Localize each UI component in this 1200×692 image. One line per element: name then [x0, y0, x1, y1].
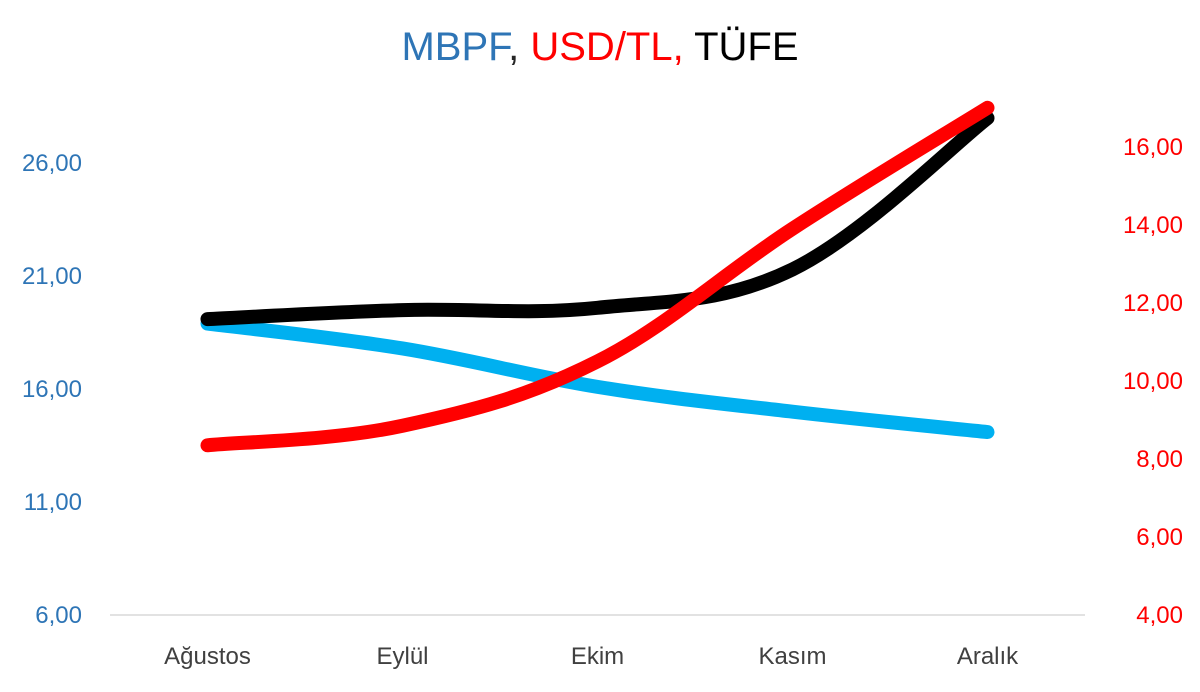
left-y-axis: 6,00 11,00 16,00 21,00 26,00 [22, 150, 82, 629]
left-y-tick-label: 21,00 [22, 263, 82, 290]
right-y-tick-label: 8,00 [1136, 446, 1183, 473]
chart-title-part: , [508, 25, 530, 69]
chart-title-part: USD/TL, [530, 25, 694, 69]
chart-title: MBPF, USD/TL, TÜFE [401, 25, 798, 69]
left-y-tick-label: 26,00 [22, 150, 82, 177]
right-y-tick-label: 10,00 [1123, 368, 1183, 395]
x-axis-labels: Ağustos Eylül Ekim Kasım Aralık [164, 643, 1019, 670]
series-line-usdtl [200, 100, 995, 453]
chart-title-part: TÜFE [694, 25, 798, 69]
x-tick-label: Aralık [957, 643, 1019, 670]
series-line-tufe [200, 111, 995, 327]
plot-area [200, 100, 995, 453]
right-y-axis: 4,00 6,00 8,00 10,00 12,00 14,00 16,00 [1123, 134, 1183, 629]
x-tick-label: Eylül [376, 643, 428, 670]
left-y-tick-label: 6,00 [35, 602, 82, 629]
right-y-tick-label: 6,00 [1136, 524, 1183, 551]
chart-title-part: MBPF [401, 25, 511, 69]
x-tick-label: Kasım [758, 643, 826, 670]
left-y-tick-label: 16,00 [22, 376, 82, 403]
right-y-tick-label: 12,00 [1123, 290, 1183, 317]
left-y-tick-label: 11,00 [24, 489, 82, 516]
right-y-tick-label: 16,00 [1123, 134, 1183, 161]
right-y-tick-label: 14,00 [1123, 212, 1183, 239]
right-y-tick-label: 4,00 [1136, 602, 1183, 629]
x-tick-label: Ağustos [164, 643, 251, 670]
series-line-mbpf [200, 316, 995, 440]
x-tick-label: Ekim [571, 643, 624, 670]
